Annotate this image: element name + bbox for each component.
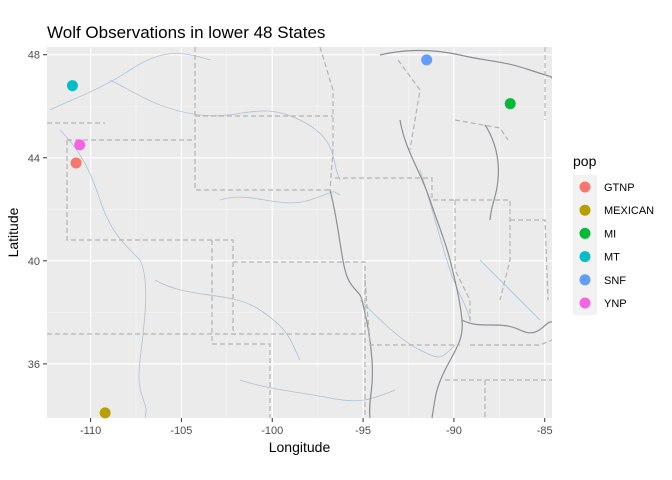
legend-key-gtnp (579, 181, 591, 193)
legend-label-mexican: MEXICAN (604, 205, 654, 217)
y-tick-label: 36 (28, 359, 40, 371)
state-border-line (454, 200, 471, 322)
point-mi (504, 98, 516, 110)
river-line (359, 299, 456, 358)
legend-label-ynp: YNP (604, 298, 627, 310)
lake-shore-line (484, 124, 500, 221)
legend-key-snf (579, 274, 591, 286)
x-axis-title: Longitude (269, 439, 331, 455)
river-line (109, 79, 341, 181)
x-tick-label: -100 (261, 425, 283, 437)
state-border-line (233, 261, 366, 418)
state-border-line (335, 177, 455, 201)
major-river-line (399, 119, 463, 418)
chart-title: Wolf Observations in lower 48 States (47, 23, 325, 42)
point-snf (421, 54, 433, 66)
legend-label-mi: MI (604, 228, 616, 240)
major-river-line (329, 189, 374, 418)
point-mt (66, 80, 78, 92)
state-border-line (211, 240, 271, 418)
legend-key-mi (579, 227, 591, 239)
x-tick-label: -110 (80, 425, 101, 437)
state-border-line (319, 47, 334, 191)
point-mexican (99, 407, 111, 419)
x-tick-label: -85 (537, 425, 553, 437)
y-tick-label: 40 (28, 256, 40, 268)
river-line (138, 259, 147, 418)
legend-key-background (573, 175, 597, 315)
state-border-line (66, 140, 234, 334)
points-layer (66, 54, 516, 419)
point-gtnp (70, 157, 82, 169)
y-tick-label: 44 (28, 153, 40, 165)
major-river-line (461, 319, 552, 334)
river-line (219, 191, 341, 204)
legend-key-mt (579, 251, 591, 263)
river-line (49, 53, 211, 111)
x-tick-label: -95 (355, 425, 371, 437)
grid (47, 47, 552, 418)
state-border-line (364, 279, 460, 346)
legend-title: pop (573, 153, 597, 169)
state-border-line (397, 59, 421, 151)
legend-key-ynp (579, 297, 591, 309)
y-axis-title: Latitude (5, 207, 21, 257)
river-line (479, 259, 541, 321)
y-tick-label: 48 (28, 50, 40, 62)
x-tick-label: -105 (170, 425, 192, 437)
state-border-line (194, 47, 330, 191)
legend: pop GTNP MEXICAN MI MT SNF YNP (573, 153, 654, 315)
plot-panel (47, 47, 552, 418)
point-ynp (74, 139, 86, 151)
legend-label-snf: SNF (604, 275, 626, 287)
lake-shore-line (379, 49, 552, 79)
x-tick-label: -90 (446, 425, 462, 437)
river-line (154, 279, 301, 361)
legend-label-mt: MT (604, 252, 620, 264)
axis-ticks: -110 -105 -100 -95 -90 -85 36 40 44 48 (28, 50, 553, 437)
state-border-line (510, 219, 549, 301)
legend-key-mexican (579, 204, 591, 216)
river-line (239, 379, 396, 402)
state-border-line (455, 199, 511, 301)
legend-label-gtnp: GTNP (604, 182, 635, 194)
map-layer (47, 47, 552, 418)
